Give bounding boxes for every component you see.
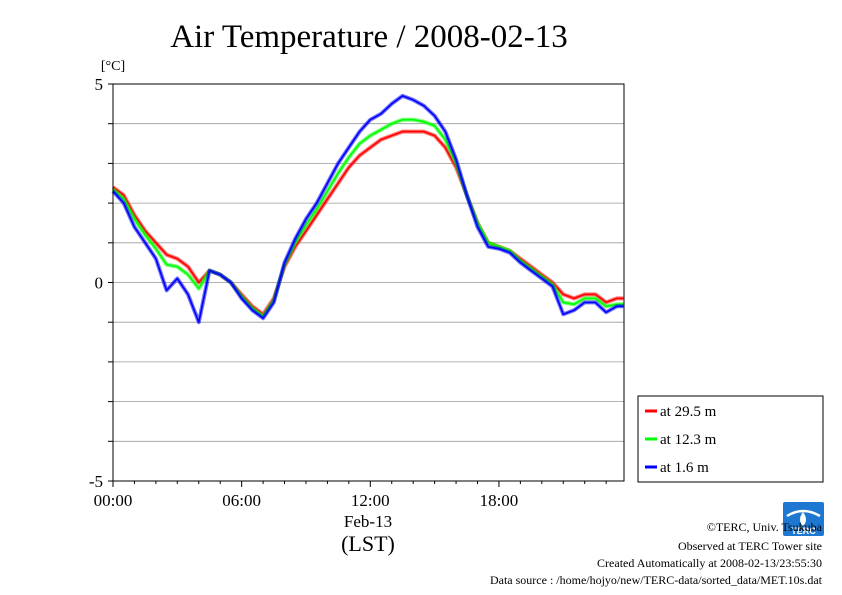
- y-tick-label: -5: [89, 472, 103, 491]
- legend-box: [637, 395, 824, 483]
- terc-logo-text: TERC: [791, 526, 816, 536]
- y-tick-label: 5: [95, 75, 104, 94]
- y-tick-label: 0: [95, 274, 104, 293]
- y-axis-unit-label: [°C]: [101, 59, 125, 74]
- x-axis: 00:00 06:00 12:00 18:00: [94, 481, 607, 510]
- date-label: Feb-13: [344, 512, 392, 531]
- x-tick-label: 12:00: [351, 491, 390, 510]
- legend-label: at 29.5 m: [660, 404, 717, 420]
- legend: at 29.5 m at 12.3 m at 1.6 m: [637, 395, 824, 483]
- series-line: [112, 95, 624, 324]
- terc-logo: TERC: [783, 502, 824, 536]
- x-axis-title: (LST): [341, 531, 395, 556]
- series-group: [111, 93, 624, 325]
- x-tick-label: 18:00: [480, 491, 519, 510]
- series-line-halo: [111, 93, 624, 325]
- x-tick-label: 00:00: [94, 491, 133, 510]
- y-axis: 5 0 -5: [89, 75, 113, 491]
- observed-text: Observed at TERC Tower site: [678, 539, 822, 553]
- chart-title: Air Temperature / 2008-02-13: [170, 19, 568, 55]
- legend-label: at 12.3 m: [660, 432, 717, 448]
- copyright-text: ©TERC, Univ. Tsukuba: [707, 520, 823, 534]
- legend-label: at 1.6 m: [660, 460, 709, 476]
- created-text: Created Automatically at 2008-02-13/23:5…: [597, 556, 822, 570]
- series-line-halo: [111, 129, 624, 317]
- x-tick-label: 06:00: [222, 491, 261, 510]
- series-line: [112, 130, 624, 316]
- source-text: Data source : /home/hojyo/new/TERC-data/…: [490, 573, 823, 587]
